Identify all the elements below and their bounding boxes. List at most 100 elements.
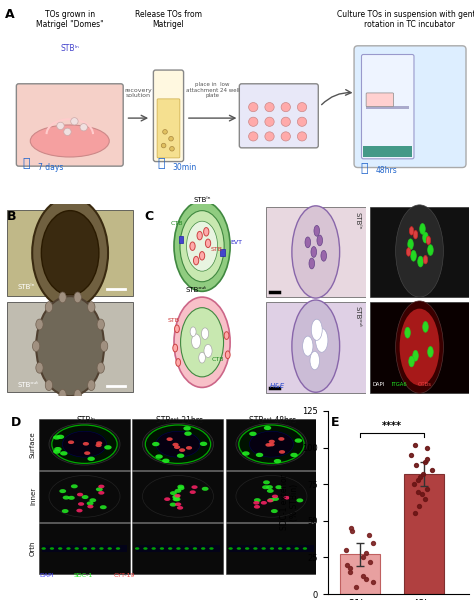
Circle shape bbox=[295, 439, 302, 443]
Text: STBᴵⁿ: STBᴵⁿ bbox=[76, 416, 95, 425]
Circle shape bbox=[163, 130, 167, 134]
Circle shape bbox=[292, 206, 340, 298]
Circle shape bbox=[242, 451, 250, 455]
Point bbox=[347, 523, 355, 533]
Text: STBᴵⁿ: STBᴵⁿ bbox=[193, 197, 211, 203]
Circle shape bbox=[193, 547, 197, 550]
Circle shape bbox=[297, 132, 307, 141]
Circle shape bbox=[143, 424, 213, 465]
Circle shape bbox=[428, 245, 433, 256]
FancyBboxPatch shape bbox=[366, 93, 393, 107]
Circle shape bbox=[310, 352, 319, 370]
Text: E: E bbox=[330, 416, 339, 430]
Circle shape bbox=[168, 547, 173, 550]
Circle shape bbox=[59, 389, 66, 400]
Circle shape bbox=[262, 547, 266, 550]
Circle shape bbox=[176, 547, 181, 550]
Bar bbox=[132, 471, 223, 522]
Circle shape bbox=[177, 485, 184, 488]
Text: STBᵒᵘᵗ 48hrs: STBᵒᵘᵗ 48hrs bbox=[249, 416, 296, 425]
Text: D: D bbox=[11, 416, 21, 430]
Circle shape bbox=[161, 143, 166, 148]
Circle shape bbox=[268, 443, 274, 446]
FancyBboxPatch shape bbox=[239, 84, 319, 148]
Bar bbox=[266, 207, 365, 297]
Circle shape bbox=[263, 481, 270, 484]
Point bbox=[353, 582, 360, 592]
Text: H&E: H&E bbox=[270, 383, 285, 389]
Circle shape bbox=[283, 496, 290, 500]
Circle shape bbox=[245, 547, 249, 550]
Text: 7 days: 7 days bbox=[38, 163, 64, 172]
Text: STB: STB bbox=[168, 318, 180, 323]
Circle shape bbox=[272, 497, 279, 501]
Text: Orth: Orth bbox=[30, 541, 36, 556]
Circle shape bbox=[311, 247, 317, 257]
Circle shape bbox=[200, 251, 205, 260]
Circle shape bbox=[253, 501, 259, 505]
Bar bbox=[370, 302, 469, 393]
Circle shape bbox=[225, 351, 230, 359]
Circle shape bbox=[409, 356, 414, 367]
Circle shape bbox=[174, 325, 179, 332]
Circle shape bbox=[152, 442, 160, 446]
Point bbox=[411, 509, 419, 518]
Point bbox=[428, 465, 436, 475]
Circle shape bbox=[248, 117, 258, 127]
Circle shape bbox=[68, 440, 74, 444]
Circle shape bbox=[278, 437, 284, 441]
Circle shape bbox=[256, 453, 263, 457]
Text: STBᴵⁿ: STBᴵⁿ bbox=[18, 284, 35, 290]
Circle shape bbox=[87, 457, 95, 461]
Bar bbox=[42, 545, 127, 552]
Bar bbox=[39, 523, 130, 574]
Circle shape bbox=[191, 485, 198, 489]
Circle shape bbox=[186, 446, 192, 450]
Bar bbox=[226, 471, 317, 522]
Text: STBᵒᵘᵗ: STBᵒᵘᵗ bbox=[355, 306, 361, 327]
Text: C: C bbox=[145, 209, 154, 223]
Circle shape bbox=[53, 435, 61, 440]
Circle shape bbox=[96, 441, 102, 445]
Circle shape bbox=[160, 547, 164, 550]
Y-axis label: SDC-1 exterior
(% STBin): SDC-1 exterior (% STBin) bbox=[280, 475, 300, 530]
Circle shape bbox=[279, 450, 285, 454]
Circle shape bbox=[57, 122, 64, 130]
Circle shape bbox=[179, 448, 185, 452]
Circle shape bbox=[202, 487, 209, 491]
Point bbox=[346, 563, 354, 572]
Point bbox=[414, 487, 422, 496]
Circle shape bbox=[100, 505, 107, 509]
Bar bbox=[226, 419, 317, 470]
Circle shape bbox=[88, 302, 95, 313]
Circle shape bbox=[95, 443, 102, 447]
Circle shape bbox=[108, 547, 112, 550]
Circle shape bbox=[264, 426, 271, 430]
Circle shape bbox=[224, 332, 229, 340]
Circle shape bbox=[253, 547, 257, 550]
Circle shape bbox=[423, 322, 428, 332]
Circle shape bbox=[236, 424, 307, 465]
Circle shape bbox=[96, 487, 103, 491]
Circle shape bbox=[50, 547, 54, 550]
Circle shape bbox=[249, 431, 293, 457]
Circle shape bbox=[317, 235, 322, 246]
Circle shape bbox=[90, 498, 96, 502]
Circle shape bbox=[135, 547, 139, 550]
Circle shape bbox=[170, 491, 177, 495]
Text: B: B bbox=[8, 209, 17, 223]
Circle shape bbox=[413, 230, 418, 239]
Bar bbox=[364, 146, 412, 157]
Circle shape bbox=[290, 453, 298, 457]
Circle shape bbox=[406, 248, 411, 256]
Circle shape bbox=[254, 505, 260, 509]
Ellipse shape bbox=[30, 125, 109, 157]
Circle shape bbox=[201, 328, 209, 340]
Circle shape bbox=[173, 344, 178, 352]
Text: STBᴵⁿ: STBᴵⁿ bbox=[355, 212, 361, 229]
Circle shape bbox=[177, 454, 184, 458]
Point bbox=[346, 567, 354, 577]
Circle shape bbox=[237, 547, 241, 550]
Bar bbox=[220, 250, 225, 256]
Circle shape bbox=[78, 502, 84, 506]
